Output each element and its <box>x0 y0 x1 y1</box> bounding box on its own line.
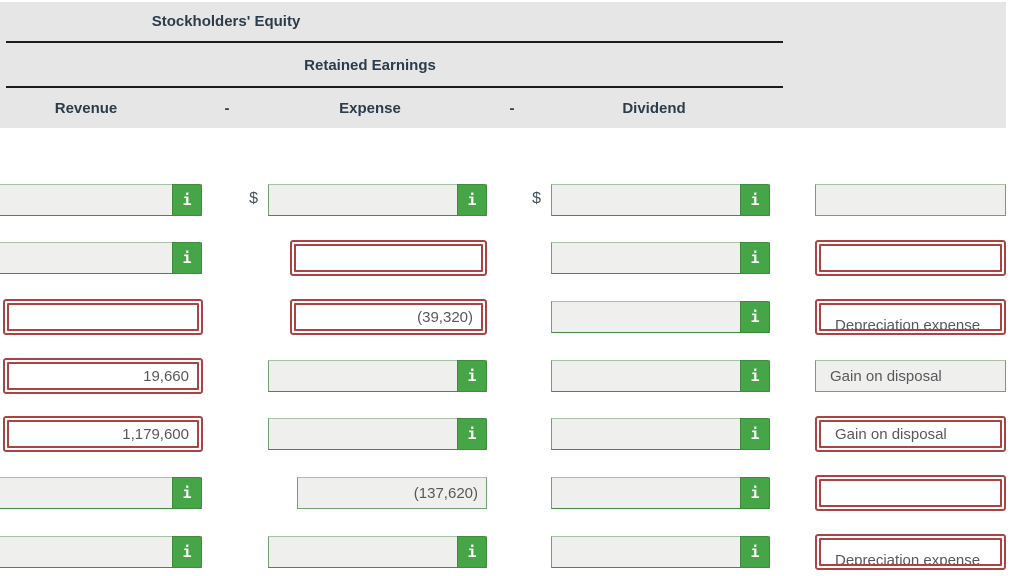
column-separator: - <box>509 100 515 117</box>
dividend-input-r3[interactable]: i <box>551 301 770 333</box>
dividend-value-r3 <box>552 302 741 332</box>
info-button[interactable]: i <box>457 418 487 450</box>
expense-value-r7 <box>269 537 458 567</box>
expense-value-r4 <box>269 361 458 391</box>
account-value-r3: Depreciation expense <box>835 317 981 331</box>
incorrect-field-inner <box>294 244 483 272</box>
revenue-input-incorrect-r5[interactable]: 1,179,600 <box>3 416 203 452</box>
header-retained-earnings: Retained Earnings <box>304 57 436 74</box>
revenue-value-r3 <box>9 305 197 329</box>
info-button[interactable]: i <box>740 184 770 216</box>
table-header <box>0 2 1006 128</box>
header-stockholders-equity: Stockholders' Equity <box>151 13 301 30</box>
account-value-r2 <box>821 246 1000 270</box>
account-select-incorrect-r3[interactable]: Depreciation expense <box>815 299 1006 335</box>
account-value-r4: Gain on disposal <box>830 367 942 385</box>
revenue-value-r1 <box>0 185 173 215</box>
expense-value-r1 <box>269 185 458 215</box>
account-select-incorrect-r5[interactable]: Gain on disposal <box>815 416 1006 452</box>
revenue-input-r1[interactable]: i <box>0 184 202 216</box>
revenue-value-r2 <box>0 243 173 273</box>
incorrect-field-inner: Depreciation expense <box>819 303 1002 331</box>
dividend-value-r5 <box>552 419 741 449</box>
dividend-input-r2[interactable]: i <box>551 242 770 274</box>
expense-input-r7[interactable]: i <box>268 536 487 568</box>
incorrect-field-inner <box>819 244 1002 272</box>
info-button[interactable]: i <box>740 418 770 450</box>
dividend-value-r1 <box>552 185 741 215</box>
info-button[interactable]: i <box>172 477 202 509</box>
dividend-input-r4[interactable]: i <box>551 360 770 392</box>
revenue-value-r5: 1,179,600 <box>122 425 189 443</box>
account-value-r6 <box>821 481 1000 505</box>
revenue-input-incorrect-r4[interactable]: 19,660 <box>3 358 203 394</box>
dividend-input-r5[interactable]: i <box>551 418 770 450</box>
info-button[interactable]: i <box>740 477 770 509</box>
dividend-input-r7[interactable]: i <box>551 536 770 568</box>
info-button[interactable]: i <box>740 242 770 274</box>
revenue-value-r6 <box>0 478 173 508</box>
revenue-value-r4: 19,660 <box>143 367 189 385</box>
info-button[interactable]: i <box>457 184 487 216</box>
dollar-sign-dividend: $ <box>532 190 541 207</box>
column-header-revenue: Revenue <box>54 100 118 117</box>
account-value-r5: Gain on disposal <box>835 425 947 443</box>
account-select-incorrect-r6[interactable] <box>815 475 1006 511</box>
column-header-expense: Expense <box>339 100 401 117</box>
dividend-input-r1[interactable]: i <box>551 184 770 216</box>
revenue-input-r6[interactable]: i <box>0 477 202 509</box>
dividend-value-r7 <box>552 537 741 567</box>
dividend-input-r6[interactable]: i <box>551 477 770 509</box>
expense-value-r6: (137,620) <box>413 484 478 502</box>
expense-input-incorrect-r3[interactable]: (39,320) <box>290 299 487 335</box>
info-button[interactable]: i <box>740 301 770 333</box>
incorrect-field-inner: Depreciation expense <box>819 538 1002 566</box>
expense-input-r1[interactable]: i <box>268 184 487 216</box>
dividend-value-r4 <box>552 361 741 391</box>
column-header-dividend: Dividend <box>622 100 686 117</box>
expense-input-r4[interactable]: i <box>268 360 487 392</box>
info-button[interactable]: i <box>740 360 770 392</box>
info-button[interactable]: i <box>457 536 487 568</box>
account-select-r4[interactable]: Gain on disposal <box>815 360 1006 392</box>
header-divider-top <box>6 41 783 43</box>
expense-value-r5 <box>269 419 458 449</box>
incorrect-field-inner <box>819 479 1002 507</box>
expense-input-incorrect-r2[interactable] <box>290 240 487 276</box>
account-value-r1 <box>816 185 1005 215</box>
info-button[interactable]: i <box>172 536 202 568</box>
info-button[interactable]: i <box>740 536 770 568</box>
revenue-value-r7 <box>0 537 173 567</box>
dollar-sign-expense: $ <box>249 190 258 207</box>
info-button[interactable]: i <box>457 360 487 392</box>
dividend-value-r6 <box>552 478 741 508</box>
expense-readonly-r6[interactable]: (137,620) <box>297 477 487 509</box>
incorrect-field-inner <box>7 303 199 331</box>
account-select-incorrect-r7[interactable]: Depreciation expense <box>815 534 1006 570</box>
revenue-input-r7[interactable]: i <box>0 536 202 568</box>
account-select-r1[interactable] <box>815 184 1006 216</box>
revenue-input-incorrect-r3[interactable] <box>3 299 203 335</box>
expense-value-r2 <box>296 246 481 270</box>
account-select-incorrect-r2[interactable] <box>815 240 1006 276</box>
info-button[interactable]: i <box>172 184 202 216</box>
info-button[interactable]: i <box>172 242 202 274</box>
incorrect-field-inner: 19,660 <box>7 362 199 390</box>
incorrect-field-inner: Gain on disposal <box>819 420 1002 448</box>
header-divider-bottom <box>6 86 783 88</box>
expense-input-r5[interactable]: i <box>268 418 487 450</box>
account-value-r7: Depreciation expense <box>835 552 981 566</box>
incorrect-field-inner: (39,320) <box>294 303 483 331</box>
column-separator: - <box>224 100 230 117</box>
revenue-input-r2[interactable]: i <box>0 242 202 274</box>
incorrect-field-inner: 1,179,600 <box>7 420 199 448</box>
dividend-value-r2 <box>552 243 741 273</box>
expense-value-r3: (39,320) <box>417 308 473 326</box>
